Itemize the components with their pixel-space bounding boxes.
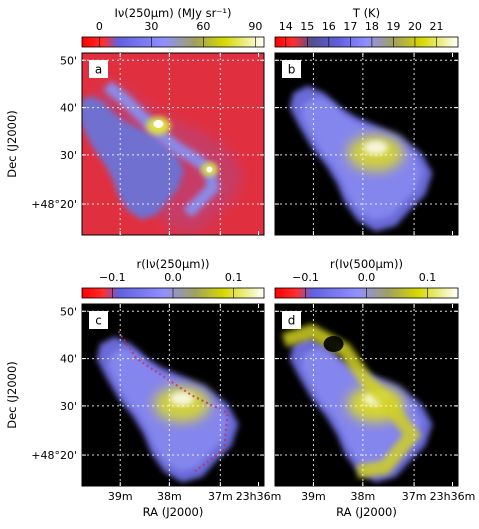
panel-letter: d	[288, 314, 296, 328]
y-tick-label: 50'	[60, 54, 77, 67]
colorbar-tick-label: 90	[248, 20, 262, 33]
y-tick-label: 40'	[60, 102, 77, 115]
x-tick-label: 37m	[402, 490, 427, 503]
panel-letter: c	[95, 314, 102, 328]
image-frame	[81, 303, 265, 487]
colorbar-tick-label: 0.1	[419, 271, 437, 284]
colorbar-tick-label: 16	[322, 20, 336, 33]
x-tick-label: 39m	[108, 490, 133, 503]
y-tick-label: 30'	[60, 149, 77, 162]
cloud-body	[82, 95, 184, 220]
colorbar-tick-label: 20	[408, 20, 422, 33]
x-tick-label: 39m	[301, 490, 326, 503]
colorbar-tick-label: 0.1	[225, 271, 243, 284]
x-tick-label: 23h36m	[430, 490, 476, 503]
image-frame	[274, 303, 459, 487]
colorbar-tick-label: 14	[279, 20, 293, 33]
image-c	[82, 304, 264, 486]
y-tick-label: 50'	[60, 305, 77, 318]
panel-letter: a	[95, 63, 102, 77]
y-axis-label: Dec (J2000)	[5, 361, 19, 429]
panel-a: Iν(250µm) (MJy sr⁻¹) 0 30 60 90 a 50' 40' 30' +48…	[5, 6, 265, 236]
panel-c: r(Iν(250µm)) −0.1 0.0 0.1 c 50' 40' 30' +48°20' 3…	[5, 257, 281, 519]
colorbar	[274, 36, 459, 48]
colorbar-tick-label: 21	[429, 20, 443, 33]
x-tick-label: 38m	[157, 490, 182, 503]
colorbar-tick-label: −0.1	[99, 271, 126, 284]
x-axis-label: RA (J2000)	[336, 505, 397, 519]
panel-letter-box	[282, 311, 301, 329]
core-south-peak	[206, 166, 213, 173]
panel-letter-box	[89, 311, 108, 329]
y-tick-label: +48°20'	[31, 449, 77, 462]
colorbar-tick-label: 60	[196, 20, 210, 33]
cloud-hot-spot	[363, 140, 388, 155]
cloud-hole	[323, 336, 344, 353]
colorbar-tick-label: 15	[300, 20, 314, 33]
panel-b: T (K) 14 15 16 17 18 19 20 21 b	[274, 6, 459, 236]
panel-letter-box	[89, 60, 108, 78]
x-tick-label: 37m	[208, 490, 233, 503]
colorbar-tick-label: 0.0	[164, 271, 182, 284]
cloud-edge-noise	[117, 330, 229, 473]
colorbar-tick-label: 30	[144, 20, 158, 33]
cloud-filament	[103, 81, 220, 218]
colorbar-label: r(Iν(500µm))	[330, 257, 403, 271]
image-frame	[81, 52, 265, 236]
y-tick-label: 30'	[60, 400, 77, 413]
colorbar-tick-label: 0	[96, 20, 103, 33]
colorbar-label: Iν(250µm) (MJy sr⁻¹)	[114, 6, 231, 20]
image-d	[275, 304, 458, 486]
panel-letter: b	[288, 63, 296, 77]
colorbar-tick-label: 17	[343, 20, 357, 33]
colorbar-tick-label: 19	[386, 20, 400, 33]
y-tick-label: +48°20'	[31, 198, 77, 211]
x-axis-label: RA (J2000)	[143, 505, 204, 519]
y-tick-label: 40'	[60, 353, 77, 366]
panel-d: r(Iν(500µm)) −0.1 0.0 0.1 d 39m 38m 37m 23h36m RA…	[274, 257, 476, 519]
image-a	[82, 53, 264, 235]
x-tick-label: 38m	[350, 490, 375, 503]
panel-letter-box	[282, 60, 301, 78]
colorbar-tick-label: 18	[365, 20, 379, 33]
image-b	[275, 53, 458, 235]
cloud-edge-rim	[281, 323, 422, 479]
colorbar	[81, 36, 265, 48]
colorbar-label: T (K)	[352, 6, 380, 20]
colorbar-label: r(Iν(250µm))	[137, 257, 210, 271]
colorbar-tick-label: 0.0	[358, 271, 376, 284]
image-frame	[274, 52, 459, 236]
x-tick-label: 23h36m	[236, 490, 282, 503]
colorbar-tick-label: −0.1	[292, 271, 319, 284]
y-axis-label: Dec (J2000)	[5, 110, 19, 178]
core-north-peak	[153, 119, 164, 128]
cloud-hot-spot	[170, 391, 195, 406]
